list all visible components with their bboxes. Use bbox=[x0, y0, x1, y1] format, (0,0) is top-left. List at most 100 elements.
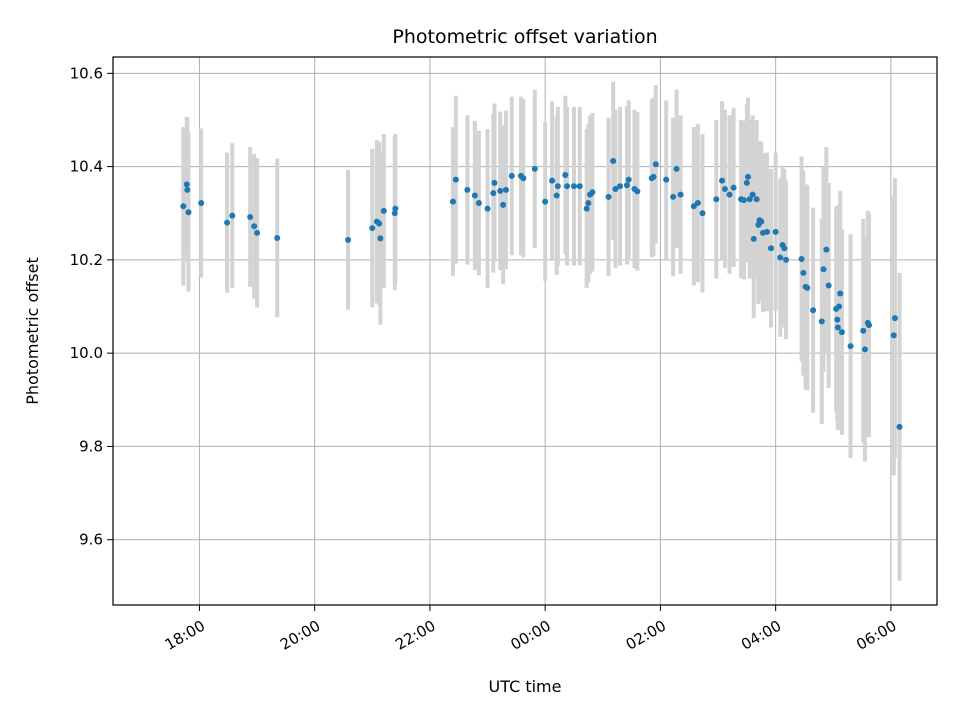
data-point bbox=[740, 197, 747, 204]
data-point bbox=[798, 255, 805, 262]
data-point bbox=[449, 198, 456, 205]
data-point bbox=[758, 218, 765, 225]
data-point bbox=[750, 235, 757, 242]
data-point bbox=[860, 327, 867, 334]
data-point bbox=[694, 199, 701, 206]
data-point bbox=[783, 256, 790, 263]
y-tick-label: 10.4 bbox=[70, 158, 103, 176]
data-point bbox=[719, 177, 726, 184]
data-point bbox=[491, 179, 498, 186]
data-point bbox=[623, 182, 630, 189]
y-tick-label: 9.6 bbox=[79, 531, 103, 549]
data-point bbox=[836, 303, 843, 310]
data-point bbox=[583, 205, 590, 212]
data-point bbox=[224, 219, 231, 226]
data-point bbox=[726, 191, 733, 198]
data-point bbox=[650, 173, 657, 180]
data-point bbox=[673, 165, 680, 172]
data-point bbox=[652, 161, 659, 168]
data-point bbox=[772, 228, 779, 235]
data-point bbox=[810, 307, 817, 314]
data-point bbox=[452, 176, 459, 183]
y-tick-label: 10.2 bbox=[70, 251, 103, 269]
data-point bbox=[554, 183, 561, 190]
data-point bbox=[825, 282, 832, 289]
data-point bbox=[663, 176, 670, 183]
data-point bbox=[896, 423, 903, 430]
data-point bbox=[753, 196, 760, 203]
data-point bbox=[345, 236, 352, 243]
x-axis-label: UTC time bbox=[489, 677, 562, 696]
data-point bbox=[502, 186, 509, 193]
data-point bbox=[185, 209, 192, 216]
data-point bbox=[699, 210, 706, 217]
y-axis-label: Photometric offset bbox=[23, 257, 42, 405]
data-point bbox=[847, 343, 854, 350]
data-point bbox=[531, 165, 538, 172]
data-point bbox=[838, 329, 845, 336]
data-point bbox=[475, 199, 482, 206]
data-point bbox=[800, 269, 807, 276]
data-point bbox=[834, 324, 841, 331]
data-point bbox=[380, 207, 387, 214]
data-point bbox=[564, 183, 571, 190]
data-point bbox=[744, 173, 751, 180]
data-point bbox=[229, 212, 236, 219]
data-point bbox=[562, 171, 569, 178]
data-point bbox=[377, 235, 384, 242]
data-point bbox=[804, 284, 811, 291]
data-point bbox=[749, 191, 756, 198]
data-points bbox=[180, 158, 903, 430]
data-point bbox=[497, 187, 504, 194]
y-tick-label: 9.8 bbox=[79, 437, 103, 455]
data-point bbox=[471, 192, 478, 199]
plot-frame bbox=[112, 56, 938, 606]
data-point bbox=[617, 183, 624, 190]
data-point bbox=[634, 188, 641, 195]
data-point bbox=[183, 181, 190, 188]
data-point bbox=[890, 332, 897, 339]
data-point bbox=[392, 205, 399, 212]
data-point bbox=[768, 245, 775, 252]
data-point bbox=[508, 172, 515, 179]
data-point bbox=[274, 234, 281, 241]
data-point bbox=[823, 246, 830, 253]
data-point bbox=[585, 199, 592, 206]
data-point bbox=[369, 225, 376, 232]
data-point bbox=[677, 191, 684, 198]
y-tick-label: 10.6 bbox=[70, 64, 103, 82]
data-point bbox=[781, 245, 788, 252]
data-point bbox=[818, 318, 825, 325]
data-point bbox=[670, 193, 677, 200]
data-point bbox=[180, 203, 187, 210]
y-tick-label: 10.0 bbox=[70, 344, 103, 362]
data-point bbox=[743, 179, 750, 186]
data-point bbox=[837, 290, 844, 297]
data-point bbox=[542, 198, 549, 205]
data-point bbox=[605, 193, 612, 200]
data-point bbox=[820, 266, 827, 273]
data-point bbox=[764, 228, 771, 235]
data-point bbox=[730, 184, 737, 191]
data-point bbox=[464, 186, 471, 193]
data-point bbox=[484, 205, 491, 212]
data-point bbox=[690, 203, 697, 210]
data-point bbox=[610, 158, 617, 165]
chart-title: Photometric offset variation bbox=[392, 26, 657, 48]
data-point bbox=[834, 316, 841, 323]
data-point bbox=[184, 186, 191, 193]
data-point bbox=[251, 223, 258, 230]
data-point bbox=[777, 254, 784, 261]
data-point bbox=[247, 213, 254, 220]
data-point bbox=[570, 183, 577, 190]
data-point bbox=[500, 201, 507, 208]
data-point bbox=[553, 192, 560, 199]
data-point bbox=[612, 185, 619, 192]
data-point bbox=[861, 346, 868, 353]
data-point bbox=[376, 220, 383, 227]
data-point bbox=[625, 176, 632, 183]
data-point bbox=[713, 196, 720, 203]
data-point bbox=[198, 199, 205, 206]
